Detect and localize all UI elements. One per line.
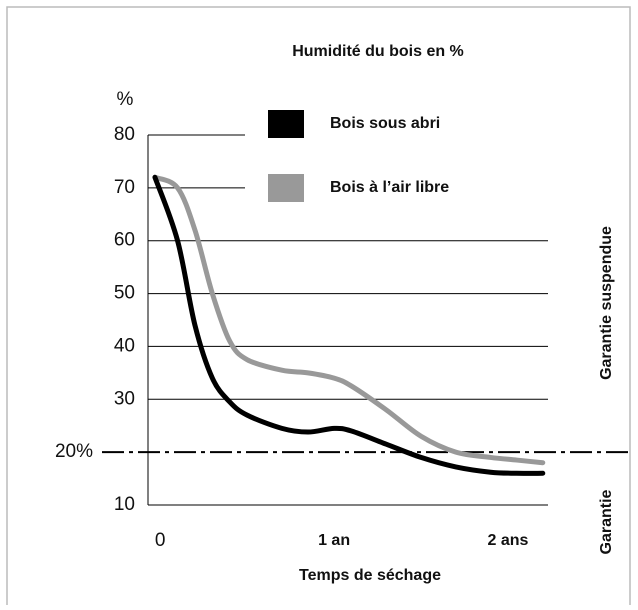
annotation: Garantie suspendue	[598, 226, 615, 380]
y-tick-label: 70	[114, 177, 135, 198]
x-tick-label: 1 an	[318, 532, 350, 549]
y-axis-label: %	[117, 89, 134, 110]
line-series	[152, 174, 546, 466]
y-tick-label: 50	[114, 283, 135, 304]
legend-label: Bois sous abri	[330, 115, 440, 132]
y-tick-label: 80	[114, 124, 135, 145]
annotation: Garantie	[598, 489, 615, 554]
legend-label: Bois à l’air libre	[330, 179, 449, 196]
frame	[6, 6, 631, 610]
line-series	[152, 174, 546, 476]
x-tick-label: 2 ans	[488, 532, 529, 549]
legend-swatch	[268, 174, 304, 202]
x-tick-label: 0	[155, 530, 166, 551]
y-tick-label: 10	[114, 494, 135, 515]
x-axis-label: Temps de séchage	[299, 567, 441, 584]
y-tick-label: 30	[114, 388, 135, 409]
y-tick-label: 60	[114, 230, 135, 251]
chart-title: Humidité du bois en %	[292, 43, 464, 60]
y-tick-label: 20%	[55, 441, 93, 462]
y-tick-label: 40	[114, 335, 135, 356]
legend-swatch	[268, 110, 304, 138]
